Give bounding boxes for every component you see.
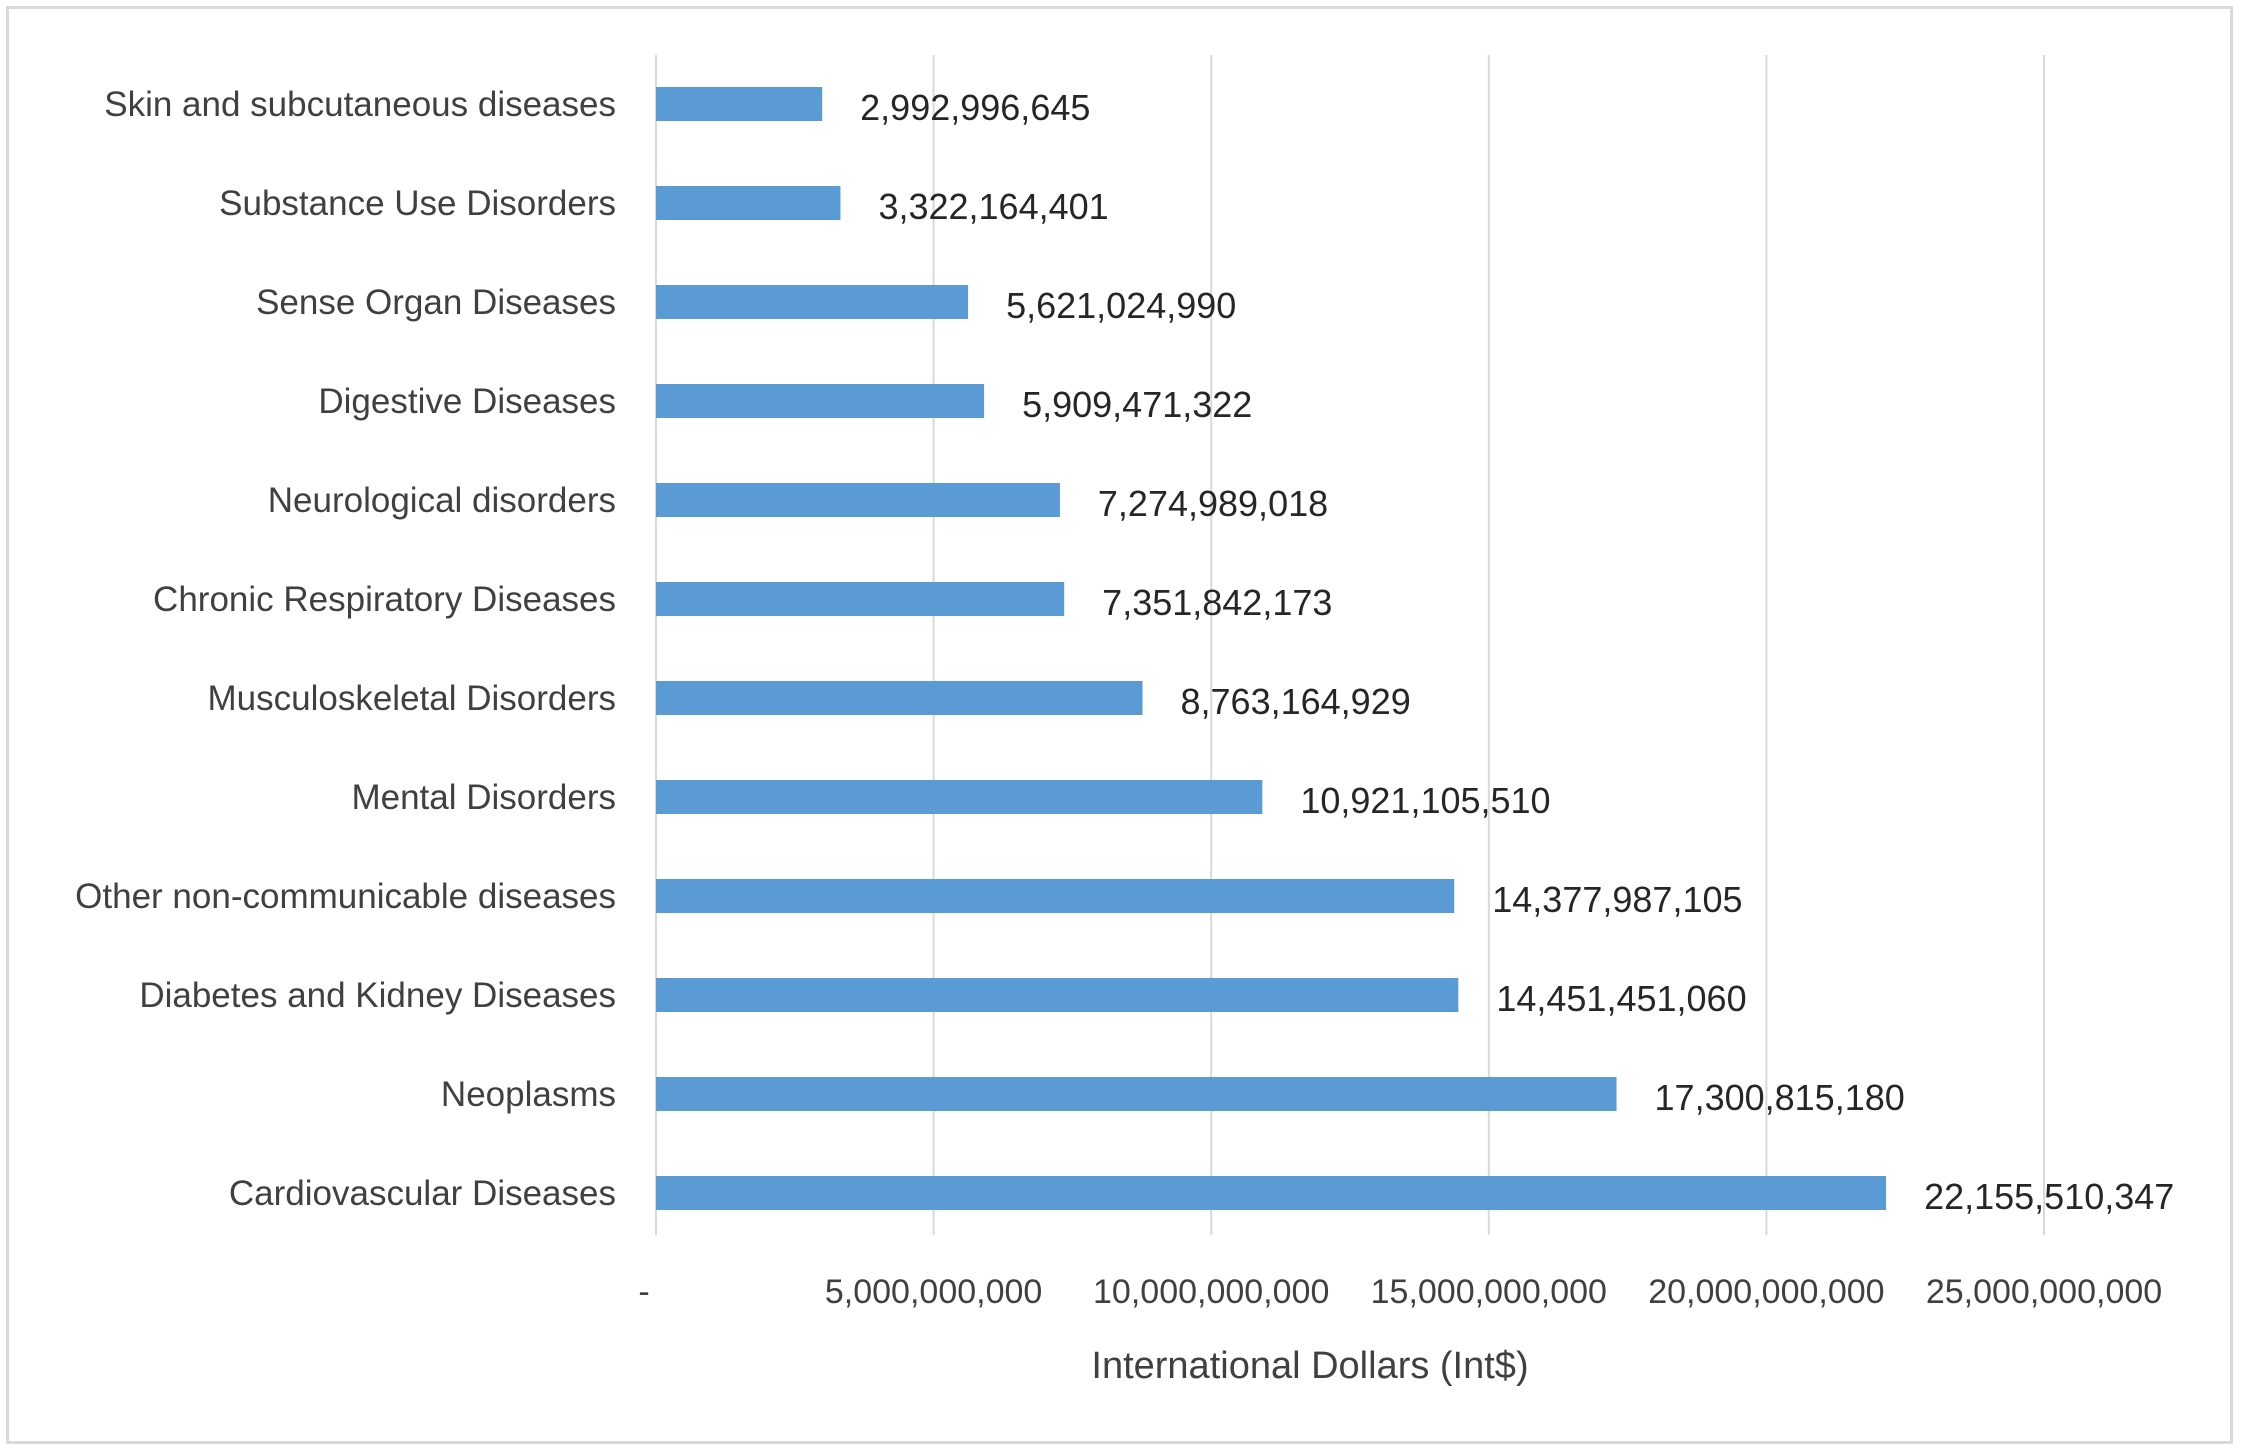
value-label-11: 22,155,510,347: [1924, 1176, 2174, 1217]
bar-11: [656, 1176, 1887, 1210]
value-label-10: 17,300,815,180: [1655, 1077, 1905, 1118]
x-tick-label-3: 15,000,000,000: [1371, 1273, 1607, 1311]
value-label-2: 5,621,024,990: [1006, 285, 1236, 326]
bar-8: [656, 879, 1455, 913]
category-label-7: Mental Disorders: [351, 778, 616, 817]
value-labels: 2,992,996,645 3,322,164,401 5,621,024,990 5…: [860, 87, 2174, 1217]
x-tick-label-2: 10,000,000,000: [1093, 1273, 1329, 1311]
category-label-10: Neoplasms: [441, 1075, 616, 1114]
bar-9: [656, 978, 1459, 1012]
bars: [656, 87, 1887, 1210]
bar-7: [656, 780, 1263, 814]
value-label-9: 14,451,451,060: [1496, 978, 1746, 1019]
bar-5: [656, 582, 1065, 616]
value-label-3: 5,909,471,322: [1022, 384, 1252, 425]
category-label-0: Skin and subcutaneous diseases: [104, 85, 616, 124]
bar-1: [656, 186, 841, 220]
bar-6: [656, 681, 1143, 715]
value-label-0: 2,992,996,645: [860, 87, 1090, 128]
bar-4: [656, 483, 1060, 517]
category-label-6: Musculoskeletal Disorders: [208, 679, 616, 718]
value-label-1: 3,322,164,401: [878, 186, 1108, 227]
category-label-11: Cardiovascular Diseases: [229, 1174, 616, 1213]
category-label-1: Substance Use Disorders: [219, 184, 616, 223]
value-label-7: 10,921,105,510: [1300, 780, 1550, 821]
category-label-5: Chronic Respiratory Diseases: [153, 580, 616, 619]
gridlines: [655, 55, 2045, 1235]
x-tick-label-4: 20,000,000,000: [1648, 1273, 1884, 1311]
value-label-5: 7,351,842,173: [1102, 582, 1332, 623]
category-label-2: Sense Organ Diseases: [256, 283, 616, 322]
category-labels: Skin and subcutaneous diseases Substance …: [75, 85, 616, 1213]
x-axis-title: International Dollars (Int$): [1091, 1345, 1528, 1387]
x-tick-label-5: 25,000,000,000: [1926, 1273, 2162, 1311]
bar-10: [656, 1077, 1617, 1111]
bar-0: [656, 87, 823, 121]
value-label-8: 14,377,987,105: [1492, 879, 1742, 920]
x-tick-label-1: 5,000,000,000: [825, 1273, 1042, 1311]
x-tick-label-0: -: [638, 1273, 649, 1311]
category-label-8: Other non-communicable diseases: [75, 877, 616, 916]
category-label-9: Diabetes and Kidney Diseases: [139, 976, 616, 1015]
category-label-4: Neurological disorders: [268, 481, 616, 520]
value-label-6: 8,763,164,929: [1181, 681, 1411, 722]
x-tick-labels: - 5,000,000,000 10,000,000,000 15,000,000,0…: [638, 1273, 2162, 1311]
value-label-4: 7,274,989,018: [1098, 483, 1328, 524]
bar-3: [656, 384, 985, 418]
category-label-3: Digestive Diseases: [318, 382, 616, 421]
bar-2: [656, 285, 969, 319]
